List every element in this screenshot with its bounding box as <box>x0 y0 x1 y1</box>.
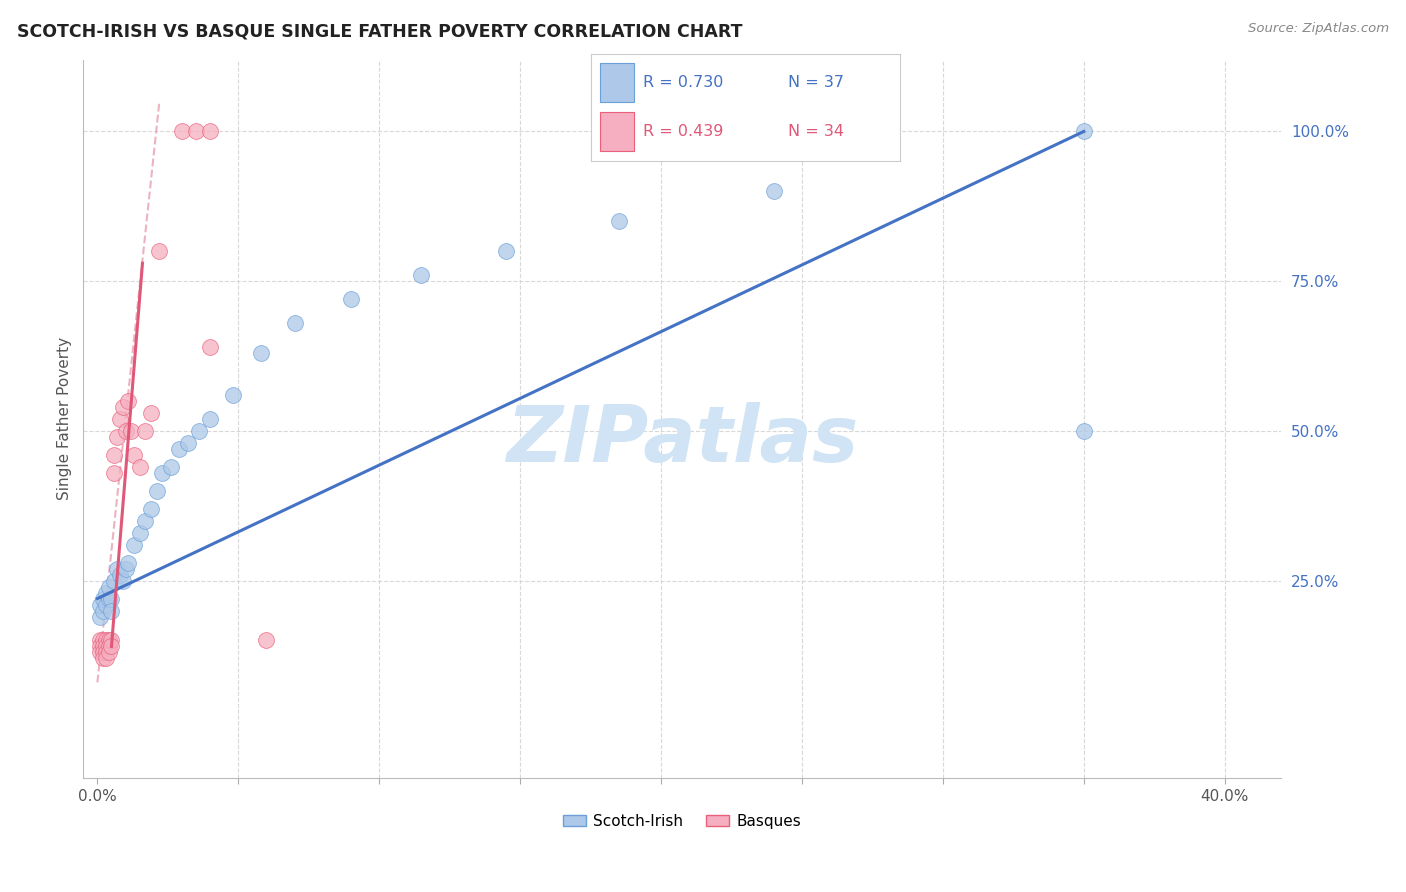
Point <box>139 501 162 516</box>
Point <box>89 598 111 612</box>
Point <box>762 185 785 199</box>
Point <box>89 609 111 624</box>
Point <box>134 514 156 528</box>
Point <box>1073 124 1095 138</box>
Point <box>103 574 125 588</box>
Point <box>111 400 134 414</box>
Bar <box>600 63 634 102</box>
Point <box>411 268 433 283</box>
Point <box>97 580 120 594</box>
Bar <box>600 112 634 151</box>
Point <box>100 633 122 648</box>
Legend: Scotch-Irish, Basques: Scotch-Irish, Basques <box>557 808 807 835</box>
Point <box>97 640 120 654</box>
Point <box>1073 424 1095 438</box>
Point <box>167 442 190 456</box>
Point <box>128 525 150 540</box>
Point <box>187 424 209 438</box>
Point <box>120 424 142 438</box>
Point <box>105 561 128 575</box>
Point <box>94 640 117 654</box>
Point <box>139 406 162 420</box>
Point <box>117 556 139 570</box>
Point <box>100 603 122 617</box>
Y-axis label: Single Father Poverty: Single Father Poverty <box>58 337 72 500</box>
Point <box>198 340 221 354</box>
Point <box>148 244 170 259</box>
Point <box>100 591 122 606</box>
Text: N = 37: N = 37 <box>789 75 845 90</box>
Point <box>134 424 156 438</box>
Point <box>91 645 114 659</box>
Point <box>150 466 173 480</box>
Point <box>94 633 117 648</box>
Point <box>91 640 114 654</box>
Point <box>108 567 131 582</box>
Text: N = 34: N = 34 <box>789 124 845 139</box>
Point <box>250 346 273 360</box>
Point <box>122 538 145 552</box>
Point <box>128 459 150 474</box>
Point <box>105 430 128 444</box>
Point <box>159 459 181 474</box>
Point <box>607 214 630 228</box>
Point <box>256 633 278 648</box>
Point <box>94 598 117 612</box>
Point <box>145 483 167 498</box>
Point <box>97 633 120 648</box>
Point <box>89 645 111 659</box>
Point <box>340 292 363 306</box>
Point <box>221 388 243 402</box>
Point <box>198 412 221 426</box>
Point <box>176 435 198 450</box>
Point <box>117 393 139 408</box>
Point <box>103 466 125 480</box>
Point <box>94 651 117 665</box>
Point <box>284 316 307 330</box>
Point <box>97 645 120 659</box>
Text: Source: ZipAtlas.com: Source: ZipAtlas.com <box>1249 22 1389 36</box>
Text: ZIPatlas: ZIPatlas <box>506 402 858 478</box>
Point <box>495 244 517 259</box>
Point <box>198 124 221 138</box>
Point <box>111 574 134 588</box>
Point <box>114 424 136 438</box>
Point <box>91 591 114 606</box>
Point <box>91 603 114 617</box>
Text: R = 0.730: R = 0.730 <box>643 75 724 90</box>
Point <box>91 633 114 648</box>
Point <box>94 645 117 659</box>
Point <box>91 651 114 665</box>
Point <box>103 448 125 462</box>
Point <box>114 561 136 575</box>
Point <box>89 640 111 654</box>
Point <box>122 448 145 462</box>
Point <box>100 640 122 654</box>
Point <box>108 412 131 426</box>
Point <box>89 633 111 648</box>
Text: R = 0.439: R = 0.439 <box>643 124 724 139</box>
Point <box>170 124 193 138</box>
Text: SCOTCH-IRISH VS BASQUE SINGLE FATHER POVERTY CORRELATION CHART: SCOTCH-IRISH VS BASQUE SINGLE FATHER POV… <box>17 22 742 40</box>
Point <box>94 585 117 599</box>
Point <box>97 591 120 606</box>
Point <box>184 124 207 138</box>
